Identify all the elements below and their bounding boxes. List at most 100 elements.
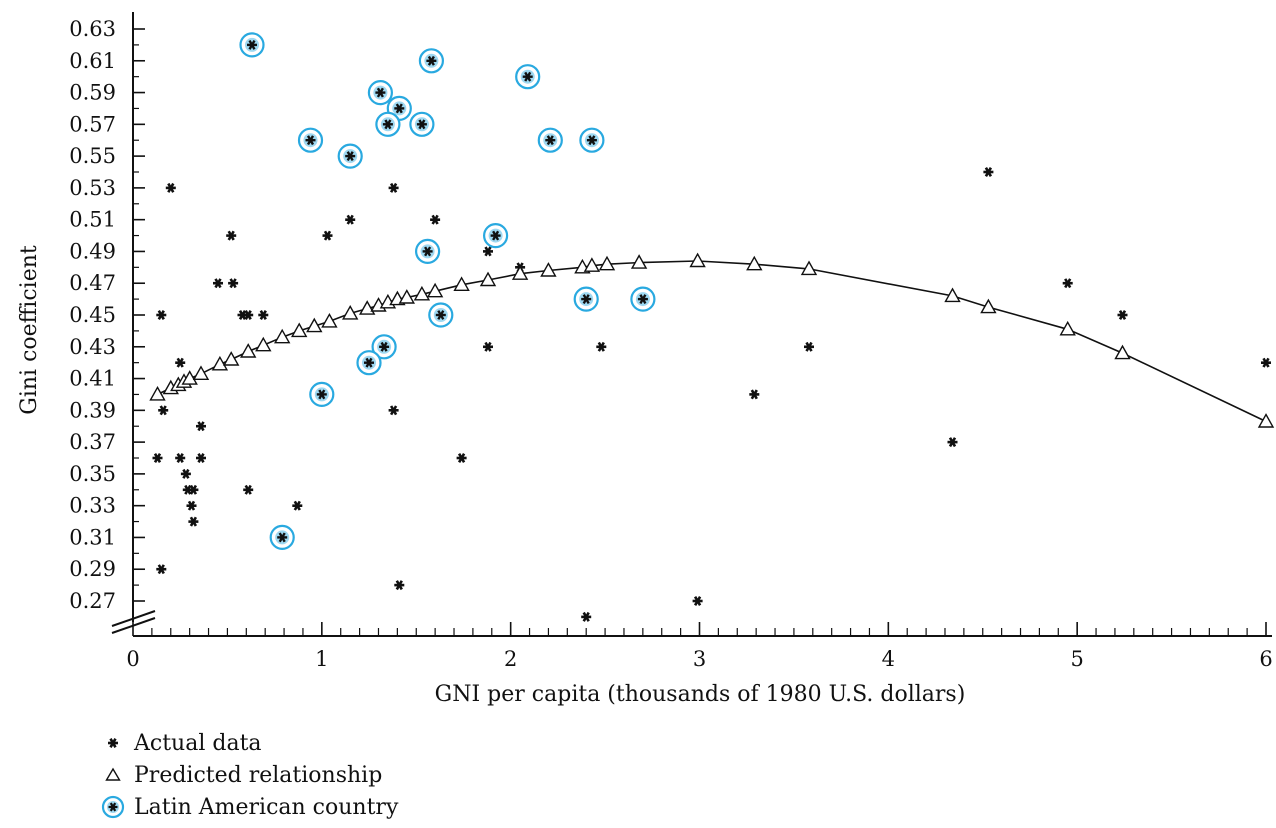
- circled-asterisk-point: [269, 524, 295, 551]
- triangle-point: [1257, 413, 1275, 428]
- y-axis-title: Gini coefficient: [17, 245, 42, 415]
- y-tick-label: 0.47: [69, 271, 116, 295]
- circled-asterisk-point: [630, 286, 656, 312]
- asterisk-point: [430, 214, 441, 225]
- y-tick-label: 0.27: [69, 589, 116, 613]
- y-tick-label: 0.59: [69, 81, 116, 105]
- triangle-point: [274, 328, 291, 344]
- x-ticks: 0 1 2 3 4 5 6: [126, 622, 1273, 671]
- series-layer: [149, 32, 1275, 622]
- y-tick-label: 0.35: [69, 462, 116, 486]
- x-tick-label: 6: [1259, 647, 1272, 671]
- asterisk-point: [388, 182, 399, 193]
- circled-asterisk-point: [337, 143, 363, 169]
- y-tick-label: 0.57: [69, 112, 116, 136]
- circled-asterisk-point: [428, 302, 454, 328]
- asterisk-point: [258, 310, 269, 320]
- triangle-point: [540, 262, 557, 277]
- y-ticks: 0.27 0.29 0.31 0.33 0.35 0.37 0.39 0.41 0.43 0.45…: [69, 17, 145, 613]
- asterisk-point: [175, 453, 186, 463]
- circled-asterisk-point: [579, 127, 605, 153]
- asterisk-point: [152, 453, 163, 463]
- asterisk-point: [947, 437, 958, 448]
- asterisk-point: [581, 611, 592, 622]
- triangle-point: [321, 312, 338, 328]
- legend: Actual data Predicted relationship Latin…: [100, 727, 398, 823]
- y-tick-label: 0.39: [69, 398, 116, 422]
- asterisk-point: [804, 341, 814, 352]
- triangle-point: [1114, 344, 1131, 360]
- y-tick-label: 0.55: [69, 144, 116, 168]
- circled-asterisk-point: [515, 64, 541, 90]
- circled-asterisk-marker-icon: [101, 795, 125, 819]
- asterisk-point: [213, 278, 223, 289]
- y-tick-label: 0.29: [69, 557, 116, 581]
- asterisk-point: [692, 596, 703, 606]
- triangle-point: [359, 300, 376, 315]
- triangle-point: [453, 276, 470, 291]
- triangle-point: [398, 289, 415, 304]
- y-tick-label: 0.53: [69, 176, 116, 200]
- x-tick-label: 5: [1070, 647, 1083, 671]
- circled-asterisk-point: [239, 32, 265, 58]
- triangle-point: [149, 385, 166, 401]
- legend-label-latin-american-country: Latin American country: [134, 794, 399, 820]
- triangle-point: [800, 260, 818, 276]
- y-tick-label: 0.37: [69, 430, 116, 454]
- triangle-point: [511, 265, 529, 280]
- x-tick-label: 3: [693, 647, 706, 671]
- asterisk-point: [188, 484, 199, 495]
- asterisk-point: [394, 580, 405, 591]
- triangle-point: [291, 322, 308, 338]
- x-axis-title: GNI per capita (thousands of 1980 U.S. d…: [435, 682, 966, 707]
- triangle-point: [980, 298, 997, 314]
- x-tick-label: 2: [504, 647, 517, 671]
- asterisk-point: [1062, 278, 1073, 289]
- triangle-point: [630, 254, 648, 269]
- triangle-point: [598, 255, 616, 271]
- legend-item-predicted-relationship: Predicted relationship: [100, 759, 398, 791]
- asterisk-point: [196, 421, 206, 432]
- asterisk-point: [292, 500, 303, 511]
- x-tick-label: 4: [882, 647, 895, 671]
- asterisk-point: [165, 182, 176, 193]
- triangle-point: [181, 370, 198, 385]
- asterisk-point: [156, 564, 167, 575]
- circled-asterisk-point: [297, 127, 324, 153]
- asterisk-point: [226, 230, 237, 241]
- circled-asterisk-point: [375, 111, 401, 137]
- circled-asterisk-point: [371, 334, 397, 360]
- circled-asterisk-point: [356, 350, 382, 376]
- legend-item-actual-data: Actual data: [100, 727, 398, 759]
- asterisk-point: [322, 230, 333, 241]
- asterisk-point: [1117, 310, 1128, 320]
- triangle-point: [223, 351, 240, 366]
- asterisk-point: [1261, 357, 1271, 368]
- y-tick-label: 0.43: [69, 335, 116, 359]
- legend-label-actual-data: Actual data: [134, 730, 262, 756]
- triangle-point: [240, 343, 257, 358]
- asterisk-point: [596, 341, 607, 352]
- circled-asterisk-point: [573, 286, 599, 312]
- legend-item-latin-american-country: Latin American country: [100, 791, 398, 823]
- triangle-point: [342, 304, 359, 320]
- asterisk-point: [186, 500, 197, 511]
- y-tick-label: 0.63: [69, 17, 116, 41]
- asterisk-point: [175, 357, 186, 368]
- circled-asterisk-point: [409, 111, 435, 137]
- triangle-marker-icon: [105, 767, 121, 781]
- triangle-point: [306, 317, 323, 333]
- asterisk-marker-icon: [108, 738, 118, 748]
- triangle-point: [746, 255, 763, 271]
- asterisk-point: [388, 405, 399, 416]
- circled-asterisk-point: [483, 223, 509, 249]
- asterisk-point: [749, 389, 760, 400]
- asterisk-point: [228, 278, 239, 289]
- y-tick-label: 0.61: [69, 49, 116, 73]
- x-minor-ticks: [151, 628, 1248, 636]
- triangle-point: [413, 285, 431, 301]
- asterisk-point: [483, 246, 493, 257]
- asterisk-point: [345, 214, 356, 225]
- asterisk-point: [158, 405, 169, 416]
